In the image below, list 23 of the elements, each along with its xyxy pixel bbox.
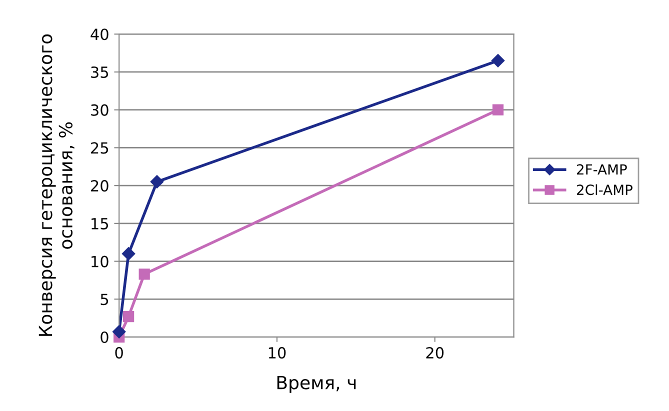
y-tick-label: 25	[91, 142, 108, 154]
point	[150, 175, 164, 188]
point	[123, 311, 134, 322]
y-tick-label: 30	[91, 104, 108, 116]
x-axis-title: Время, ч	[277, 376, 356, 393]
y-tick-label: 10	[92, 256, 108, 268]
y-axis-title: Конверсия гетероциклического основания, %	[38, 34, 74, 336]
y-tick-label: 0	[100, 331, 108, 344]
point	[491, 54, 505, 68]
point	[492, 104, 504, 116]
x-tick-label: 0	[115, 347, 123, 359]
y-tick-label: 15	[92, 218, 108, 230]
legend-label: 2Cl-AMP	[577, 184, 632, 196]
point	[138, 268, 150, 280]
x-tick-label: 20	[426, 347, 444, 359]
point	[122, 247, 136, 260]
point	[112, 325, 126, 338]
x-tick-label: 10	[268, 347, 286, 359]
y-tick-label: 20	[91, 180, 108, 192]
y-tick-label: 40	[90, 28, 108, 40]
y-tick-label: 5	[100, 294, 108, 306]
legend-label: 2F-AMP	[577, 164, 627, 174]
y-tick-label: 35	[91, 66, 108, 78]
